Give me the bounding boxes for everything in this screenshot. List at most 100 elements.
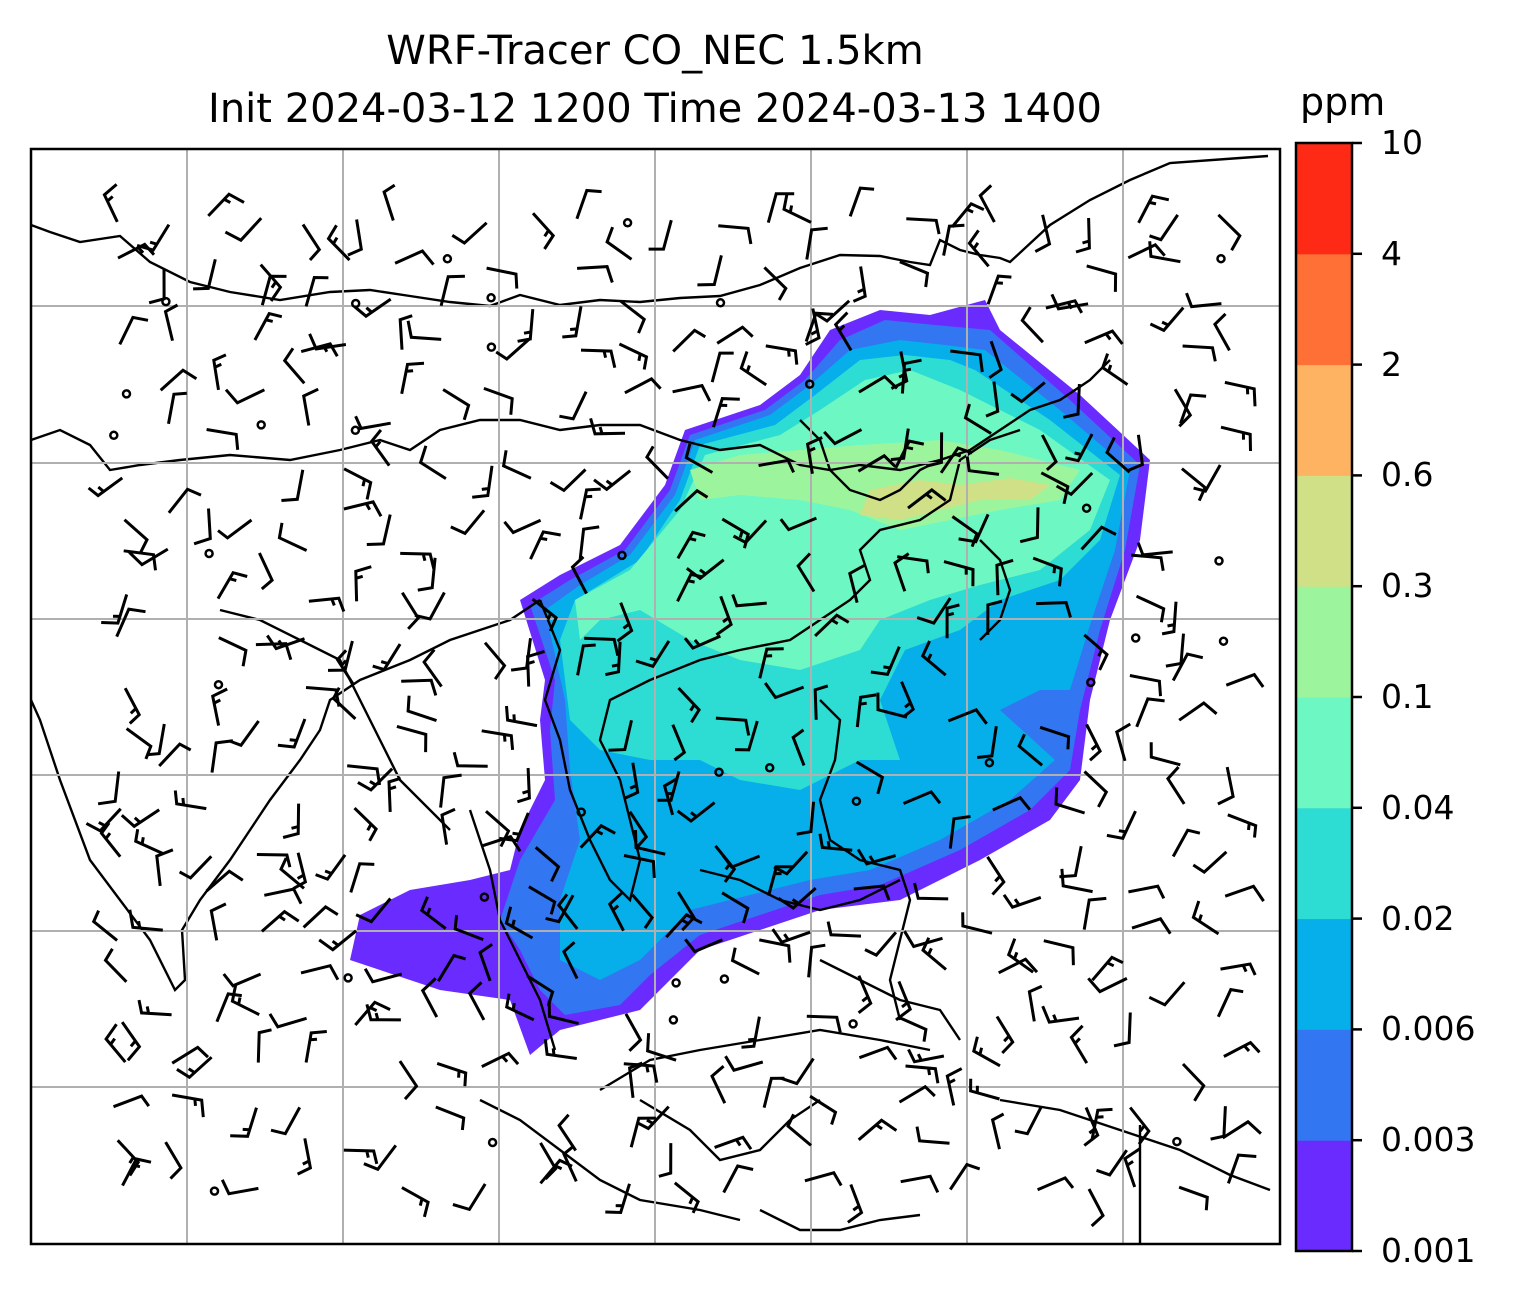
wind-barb bbox=[665, 913, 703, 939]
wind-barb bbox=[281, 469, 305, 502]
wind-barb bbox=[387, 776, 402, 812]
wind-barb bbox=[128, 909, 163, 932]
map-panel bbox=[31, 149, 1280, 1244]
wind-barb bbox=[517, 308, 535, 343]
wind-barb bbox=[418, 445, 447, 480]
wind-barb bbox=[104, 1023, 127, 1064]
calm-wind-circle bbox=[764, 763, 775, 773]
wind-barb bbox=[721, 891, 750, 924]
wind-barb bbox=[1217, 213, 1242, 252]
wind-barb bbox=[848, 186, 875, 217]
wind-barb bbox=[279, 857, 305, 890]
wind-barb bbox=[683, 634, 721, 650]
wind-barb bbox=[857, 1118, 898, 1141]
wind-barb bbox=[543, 1039, 578, 1060]
wind-barb bbox=[529, 530, 561, 560]
calm-wind-circle bbox=[109, 430, 119, 441]
wind-barb bbox=[990, 1112, 1005, 1150]
wind-barb bbox=[301, 223, 322, 261]
wind-barb bbox=[115, 607, 146, 638]
calm-wind-circle bbox=[1218, 636, 1229, 646]
wind-barb bbox=[1181, 1062, 1206, 1102]
calm-wind-circle bbox=[1216, 253, 1226, 264]
wind-barb bbox=[730, 947, 760, 976]
wind-barbs bbox=[85, 183, 1265, 1228]
wind-barb bbox=[762, 1076, 785, 1108]
wind-barb bbox=[481, 834, 522, 853]
wind-barb bbox=[343, 1148, 379, 1165]
wind-barb bbox=[354, 1000, 391, 1026]
wind-barb bbox=[435, 1105, 466, 1131]
wind-barb bbox=[796, 801, 816, 836]
wind-barb bbox=[137, 999, 172, 1017]
wind-barb bbox=[796, 552, 816, 593]
calm-wind-circle bbox=[617, 550, 627, 561]
wind-barb bbox=[1091, 955, 1124, 982]
wind-barb bbox=[1217, 766, 1235, 806]
wind-barb bbox=[296, 1138, 313, 1176]
wind-barb bbox=[282, 803, 301, 839]
wind-barb bbox=[607, 891, 625, 932]
wind-barb bbox=[715, 716, 751, 736]
wind-barb bbox=[326, 224, 351, 262]
wind-barb bbox=[986, 855, 1006, 896]
wind-barb bbox=[516, 767, 531, 804]
wind-barb bbox=[167, 487, 202, 514]
wind-barb bbox=[495, 337, 531, 361]
calm-wind-circle bbox=[204, 548, 214, 559]
wind-barb bbox=[210, 739, 234, 773]
calm-wind-circle bbox=[256, 420, 266, 430]
wind-barb bbox=[978, 184, 996, 223]
wind-barb bbox=[1100, 353, 1129, 386]
calm-wind-circle bbox=[622, 218, 633, 228]
wind-barb bbox=[216, 570, 248, 600]
wind-barb bbox=[721, 854, 761, 869]
wind-barb bbox=[1014, 1106, 1043, 1136]
wind-barb bbox=[218, 636, 248, 667]
wind-barb bbox=[1179, 393, 1207, 424]
wind-barb bbox=[988, 340, 1003, 379]
wind-barb bbox=[120, 808, 161, 829]
wind-barb bbox=[302, 905, 339, 929]
map-title-line1: WRF-Tracer CO_NEC 1.5km bbox=[386, 28, 924, 74]
wind-barb bbox=[1135, 594, 1166, 623]
wind-barb bbox=[1135, 697, 1165, 728]
wind-barb bbox=[605, 641, 622, 677]
wind-barb bbox=[467, 981, 486, 1021]
wind-barb bbox=[545, 894, 575, 924]
wind-barb bbox=[672, 328, 707, 353]
wind-barb bbox=[1010, 381, 1046, 404]
wind-barb bbox=[575, 188, 602, 220]
wind-barb bbox=[439, 274, 465, 307]
wind-barb bbox=[504, 906, 534, 940]
wind-barb bbox=[1185, 292, 1222, 309]
wind-barb bbox=[505, 705, 538, 728]
wind-barb bbox=[440, 807, 456, 845]
wind-barb bbox=[158, 742, 192, 768]
wind-barb bbox=[526, 649, 545, 687]
calm-wind-circles bbox=[109, 218, 1229, 1196]
wind-barb bbox=[1166, 765, 1186, 805]
calm-wind-circle bbox=[715, 298, 726, 308]
wind-barb bbox=[763, 266, 788, 301]
wind-barb bbox=[674, 488, 709, 513]
wind-barb bbox=[481, 1051, 520, 1068]
colorbar-segment bbox=[1296, 364, 1352, 476]
wind-barb bbox=[967, 229, 990, 268]
wind-barb bbox=[1096, 1149, 1128, 1177]
calm-wind-circle bbox=[350, 298, 361, 309]
wind-barb bbox=[1221, 1119, 1262, 1140]
wind-barb bbox=[847, 1183, 864, 1224]
wind-barb bbox=[948, 815, 971, 849]
wind-barb bbox=[120, 1021, 142, 1062]
wind-barb bbox=[205, 869, 244, 893]
wind-barb bbox=[1090, 1107, 1113, 1141]
colorbar-segment bbox=[1296, 475, 1352, 587]
calm-wind-circle bbox=[984, 757, 995, 768]
wind-barb bbox=[171, 1093, 205, 1118]
wind-barb bbox=[673, 1181, 700, 1214]
wind-barb bbox=[1027, 984, 1043, 1022]
calm-wind-circle bbox=[671, 978, 681, 988]
wind-barb bbox=[677, 686, 701, 724]
wind-barb bbox=[453, 915, 484, 942]
